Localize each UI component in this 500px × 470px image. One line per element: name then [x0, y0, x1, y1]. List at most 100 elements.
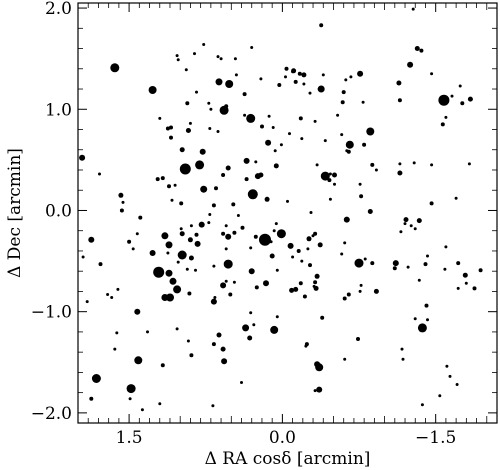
data-point-107: [327, 178, 332, 183]
data-point-217: [202, 43, 206, 46]
data-point-285: [313, 389, 317, 393]
data-point-169: [224, 279, 228, 283]
data-point-246: [176, 260, 180, 264]
data-point-225: [272, 229, 276, 233]
data-point-69: [462, 272, 468, 278]
data-point-265: [216, 130, 220, 133]
data-point-250: [300, 137, 304, 141]
data-point-11: [126, 384, 136, 394]
data-point-73: [373, 288, 379, 294]
data-point-14: [320, 171, 330, 181]
data-point-85: [273, 163, 279, 169]
data-point-219: [458, 84, 462, 88]
data-point-130: [293, 79, 298, 84]
data-point-121: [370, 162, 375, 167]
data-point-135: [359, 194, 364, 199]
data-point-253: [195, 90, 198, 94]
data-point-244: [361, 100, 365, 104]
data-point-242: [260, 241, 264, 245]
data-point-262: [344, 78, 348, 82]
data-point-276: [211, 404, 215, 408]
data-point-166: [166, 251, 170, 255]
data-point-197: [300, 259, 304, 263]
plot-frame: [77, 2, 498, 424]
data-point-10: [91, 374, 101, 383]
data-point-53: [357, 70, 364, 77]
data-point-181: [254, 160, 258, 164]
points-layer: [79, 7, 483, 412]
data-point-137: [478, 268, 483, 273]
data-point-192: [363, 257, 367, 261]
data-point-210: [343, 241, 347, 245]
data-point-128: [362, 142, 367, 147]
data-point-156: [169, 135, 173, 140]
data-point-99: [228, 292, 233, 297]
data-point-75: [416, 218, 422, 224]
data-point-88: [179, 231, 185, 237]
data-point-147: [297, 71, 302, 76]
data-point-222: [236, 214, 240, 217]
data-point-187: [106, 293, 110, 296]
ticks-layer: [77, 3, 498, 423]
data-point-288: [110, 296, 114, 299]
data-point-20: [345, 140, 354, 149]
x-tick-label-1: 0.0: [269, 428, 296, 448]
data-point-132: [302, 294, 307, 299]
data-point-204: [426, 254, 429, 258]
data-point-190: [304, 344, 308, 348]
data-point-207: [275, 268, 279, 272]
data-point-243: [358, 289, 362, 293]
x-tick-label-0: 1.5: [116, 428, 143, 448]
data-point-233: [308, 91, 312, 95]
data-point-170: [445, 364, 449, 368]
data-point-282: [208, 127, 212, 130]
data-point-174: [417, 278, 421, 282]
data-point-221: [284, 75, 287, 79]
data-point-215: [273, 149, 277, 153]
data-point-136: [397, 98, 402, 103]
data-point-237: [224, 247, 228, 251]
data-point-16: [417, 323, 427, 333]
data-point-94: [423, 262, 428, 267]
data-point-151: [179, 201, 184, 206]
data-point-157: [221, 173, 226, 177]
data-point-72: [367, 209, 373, 214]
data-point-271: [406, 265, 410, 269]
data-point-218: [336, 113, 340, 117]
data-point-112: [340, 100, 345, 105]
data-point-45: [287, 242, 294, 249]
data-point-224: [98, 172, 101, 176]
data-point-96: [185, 101, 190, 106]
data-point-203: [131, 247, 135, 251]
data-point-91: [214, 186, 218, 191]
data-point-247: [128, 397, 132, 401]
data-point-22: [173, 285, 182, 294]
data-point-95: [138, 215, 143, 220]
data-point-106: [440, 122, 445, 127]
data-point-161: [288, 132, 291, 136]
data-point-279: [464, 281, 468, 285]
x-axis-label: Δ RA cosδ [arcmin]: [205, 449, 371, 469]
data-point-120: [342, 296, 347, 301]
data-point-175: [85, 300, 89, 304]
data-point-291: [186, 339, 190, 343]
data-point-39: [243, 157, 250, 164]
data-point-281: [232, 280, 236, 284]
data-point-295: [291, 70, 295, 74]
data-point-139: [472, 286, 477, 291]
data-point-67: [301, 72, 307, 78]
data-point-56: [210, 298, 217, 305]
data-point-226: [448, 374, 452, 378]
data-point-77: [332, 172, 337, 178]
data-point-1: [179, 163, 191, 175]
data-point-74: [306, 236, 312, 242]
data-point-126: [341, 90, 346, 95]
data-point-167: [398, 162, 402, 166]
data-point-211: [234, 73, 238, 77]
data-point-76: [396, 80, 402, 86]
data-point-256: [81, 255, 85, 259]
data-point-13: [177, 250, 187, 260]
data-point-239: [333, 182, 336, 186]
data-point-101: [165, 126, 170, 131]
data-point-263: [412, 161, 416, 165]
